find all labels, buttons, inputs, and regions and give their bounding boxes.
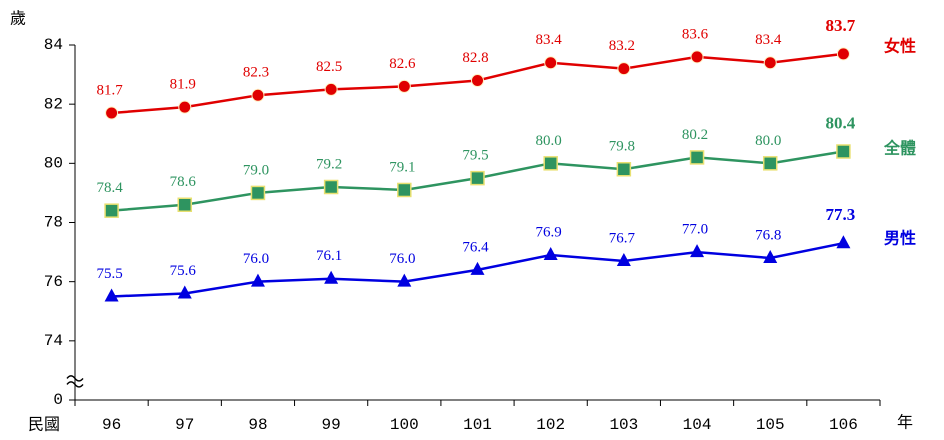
x-tick-label: 105	[756, 416, 785, 434]
marker	[691, 51, 703, 63]
x-tick-label: 100	[390, 416, 419, 434]
data-label: 78.6	[170, 174, 197, 190]
marker	[544, 157, 557, 170]
data-label: 81.9	[170, 77, 196, 93]
y-tick-label: 0	[53, 391, 63, 409]
y-tick-label: 78	[44, 214, 63, 232]
data-label: 76.0	[389, 251, 415, 267]
marker	[325, 181, 338, 194]
data-label: 78.4	[96, 180, 123, 196]
marker	[837, 48, 849, 60]
data-label: 83.2	[609, 38, 635, 54]
data-label: 83.7	[826, 16, 856, 35]
data-label: 79.2	[316, 156, 342, 172]
data-label: 80.0	[536, 133, 562, 149]
marker	[252, 89, 264, 101]
data-label: 79.8	[609, 139, 635, 155]
data-label: 83.4	[536, 32, 563, 48]
x-tick-label: 96	[102, 416, 121, 434]
chart: 歲 民國 年 0 74 76 78 80 82 84 96 97 98 99 100 101 102 103…	[0, 0, 944, 440]
marker	[764, 157, 777, 170]
y-tick-label: 76	[44, 273, 63, 291]
data-label: 81.7	[96, 82, 123, 98]
marker	[690, 244, 704, 257]
legend-label: 男性	[884, 229, 916, 248]
marker	[544, 247, 558, 260]
data-label: 80.0	[755, 133, 781, 149]
y-tick-label: 82	[44, 95, 63, 113]
y-axis-label: 歲	[10, 10, 26, 28]
marker	[251, 274, 265, 287]
x-tick-label: 103	[609, 416, 638, 434]
marker	[398, 80, 410, 92]
marker	[618, 63, 630, 75]
data-label: 76.9	[536, 224, 562, 240]
marker	[324, 271, 338, 284]
data-label: 75.5	[96, 266, 122, 282]
data-label: 79.5	[462, 148, 488, 164]
y-tick-label: 74	[44, 332, 63, 350]
marker	[179, 101, 191, 113]
data-label: 83.4	[755, 32, 782, 48]
marker	[617, 163, 630, 176]
x-tick-label: 106	[829, 416, 858, 434]
marker	[836, 235, 850, 248]
x-axis-suffix: 年	[897, 414, 913, 432]
data-label: 80.2	[682, 127, 708, 143]
marker	[471, 172, 484, 185]
y-tick-label: 80	[44, 155, 63, 173]
x-tick-label: 102	[536, 416, 565, 434]
legend-label: 全體	[883, 139, 916, 158]
data-label: 76.8	[755, 227, 781, 243]
marker	[398, 183, 411, 196]
x-axis-prefix: 民國	[28, 417, 60, 434]
marker	[764, 57, 776, 69]
data-label: 75.6	[170, 263, 197, 279]
data-label: 79.1	[389, 159, 415, 175]
data-label: 76.7	[609, 230, 636, 246]
data-label: 76.1	[316, 248, 342, 264]
data-label: 76.4	[462, 239, 489, 255]
x-tick-label: 99	[322, 416, 341, 434]
data-label: 77.0	[682, 222, 708, 238]
data-label: 82.5	[316, 59, 342, 75]
data-label: 76.0	[243, 251, 269, 267]
x-tick-label: 98	[248, 416, 267, 434]
marker	[251, 186, 264, 199]
marker	[691, 151, 704, 164]
marker	[105, 288, 119, 301]
data-label: 82.3	[243, 65, 269, 81]
marker	[105, 204, 118, 217]
y-tick-label: 84	[44, 36, 63, 54]
marker	[837, 145, 850, 158]
data-label: 80.4	[826, 113, 856, 132]
data-label: 79.0	[243, 162, 269, 178]
data-label: 77.3	[826, 205, 856, 224]
data-label: 82.6	[389, 56, 416, 72]
data-label: 82.8	[462, 50, 488, 66]
marker	[106, 107, 118, 119]
x-tick-label: 104	[683, 416, 712, 434]
x-tick-label: 101	[463, 416, 492, 434]
marker	[178, 198, 191, 211]
x-tick-label: 97	[175, 416, 194, 434]
marker	[325, 83, 337, 95]
legend-label: 女性	[884, 37, 916, 56]
data-label: 83.6	[682, 26, 709, 42]
marker	[545, 57, 557, 69]
marker	[472, 75, 484, 87]
